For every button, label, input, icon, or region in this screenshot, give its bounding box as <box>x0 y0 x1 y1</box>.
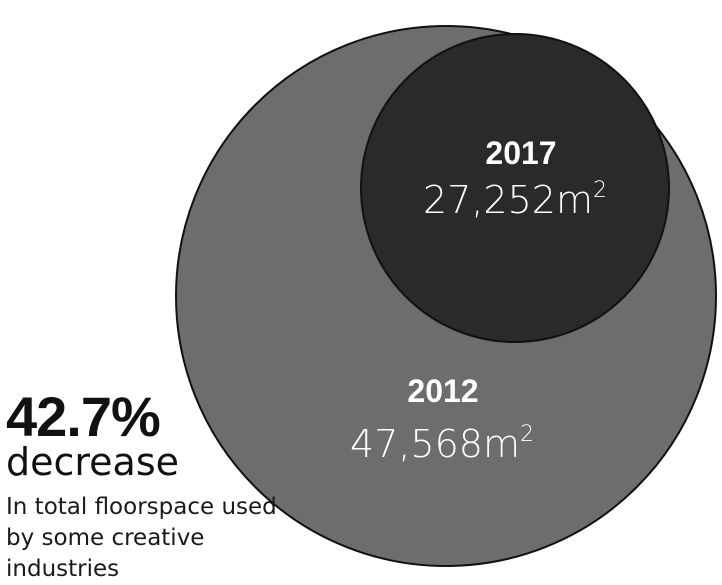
decrease-word: decrease <box>6 440 180 484</box>
decrease-stat: 42.7% decrease In total floorspace used … <box>6 388 326 585</box>
decrease-percentage: 42.7% <box>6 385 161 448</box>
bubble-2017 <box>360 33 670 343</box>
year-label-2012: 2012 <box>407 373 478 409</box>
year-label-2017: 2017 <box>485 135 556 171</box>
value-label-2017: 27,252m2 <box>423 178 607 222</box>
decrease-caption: In total floorspace used by some creativ… <box>6 494 277 582</box>
value-label-2012: 47,568m2 <box>350 422 534 466</box>
